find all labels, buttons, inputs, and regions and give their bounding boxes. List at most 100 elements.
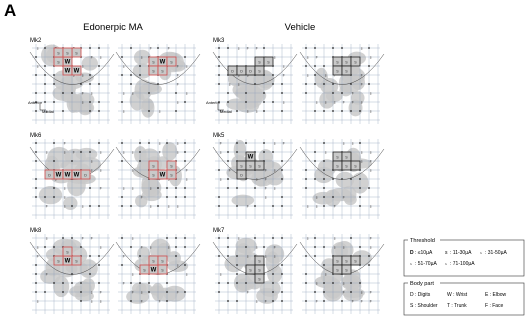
map-cell-label: S — [336, 60, 339, 64]
svg-text:s: s — [445, 250, 448, 256]
svg-text:F: F — [123, 281, 126, 285]
svg-text:s: s — [283, 64, 285, 68]
legend-body-part-item: E : Elbow — [485, 292, 507, 298]
map-cell — [139, 264, 150, 275]
map-Mk3-post: s s Fs s s Fs F F Fs F Fs s s s S S S S S — [299, 44, 385, 124]
svg-text:F: F — [370, 299, 373, 303]
map-Mk8-post: FFssFFsFssFssFsWSSSS — [115, 234, 201, 314]
svg-text:F: F — [265, 299, 268, 303]
svg-text:s: s — [274, 141, 276, 145]
svg-text:F: F — [46, 272, 49, 276]
map-cell-label: W — [65, 59, 71, 65]
map-cell — [71, 255, 82, 266]
map-cell — [148, 169, 159, 180]
map-cell-label: S — [354, 164, 357, 168]
svg-text:F: F — [141, 245, 144, 249]
svg-text:F: F — [361, 73, 364, 77]
svg-text:s: s — [256, 245, 258, 249]
svg-text:s: s — [334, 245, 336, 249]
map-Mk7-pre: ssssFssssFFsSSSS — [212, 234, 298, 314]
svg-text:s: s — [100, 245, 102, 249]
svg-text:F: F — [141, 195, 144, 199]
svg-text:s: s — [370, 245, 372, 249]
svg-text:s: s — [238, 73, 240, 77]
svg-text:s: s — [361, 290, 363, 294]
map-cell-label: W — [65, 258, 71, 264]
svg-text:F: F — [370, 159, 373, 163]
svg-text:s: s — [334, 236, 336, 240]
map-cell-label: S — [161, 69, 164, 73]
map-cell — [350, 255, 361, 266]
map-cell-label: D — [84, 173, 87, 177]
legend-threshold-item: ₛ: 31-50µA — [480, 250, 507, 256]
svg-text:s: s — [159, 141, 161, 145]
svg-text:s: s — [150, 204, 152, 208]
svg-text:F: F — [64, 141, 67, 145]
svg-text:F: F — [274, 245, 277, 249]
svg-text:s: s — [100, 150, 102, 154]
map-cell-label: S — [345, 259, 348, 263]
svg-text:s: s — [141, 290, 143, 294]
svg-text:F: F — [100, 186, 103, 190]
svg-text:s: s — [370, 204, 372, 208]
svg-text:s: s — [186, 64, 188, 68]
svg-text:s: s — [123, 91, 125, 95]
svg-text:s: s — [37, 245, 39, 249]
map-Mk3-pre: FsssssFssFssssFsDDDSSS — [212, 44, 298, 124]
map-cell-label: S — [258, 277, 261, 281]
map-cell-label: S — [336, 268, 339, 272]
svg-text:s: s — [159, 109, 161, 113]
svg-text:s: s — [123, 64, 125, 68]
map-cell-label: S — [152, 69, 155, 73]
map-cell-label: S — [258, 69, 261, 73]
svg-text:s: s — [361, 46, 363, 50]
map-Mk5-pre: FssFssFsFFFssssFWSSSD — [212, 139, 298, 219]
svg-text:F: F — [334, 204, 337, 208]
map-cell-label: S — [170, 164, 173, 168]
monkey-label: Mk2 — [30, 38, 42, 44]
legend-body-part-item: S : Shoulder — [410, 303, 438, 309]
svg-text:F: F — [177, 290, 180, 294]
svg-text:s: s — [46, 109, 48, 113]
svg-text:F: F — [265, 177, 268, 181]
svg-text:s: s — [316, 100, 318, 104]
svg-text:s: s — [46, 236, 48, 240]
svg-text:: 71-100µA: : 71-100µA — [450, 261, 475, 267]
medial-label-vehicle: Medial — [220, 109, 232, 114]
svg-text:s: s — [123, 186, 125, 190]
legend-body-part-item: F : Face — [485, 303, 504, 309]
svg-text:ₛ: ₛ — [410, 261, 412, 267]
legend-threshold-title: Threshold — [410, 238, 435, 244]
svg-text:F: F — [177, 64, 180, 68]
svg-text:s: s — [238, 46, 240, 50]
svg-text:s: s — [132, 91, 134, 95]
svg-text:F: F — [132, 290, 135, 294]
map-cell-label: W — [74, 172, 80, 178]
map-cell-label: S — [336, 164, 339, 168]
map-cell — [254, 65, 265, 76]
svg-text:s: s — [132, 168, 134, 172]
svg-text:F: F — [159, 299, 162, 303]
map-cell — [157, 65, 168, 76]
svg-text:s: s — [220, 272, 222, 276]
map-cell-label: S — [354, 259, 357, 263]
svg-text:s: s — [177, 150, 179, 154]
svg-text:s: s — [168, 204, 170, 208]
svg-text:s: s — [370, 150, 372, 154]
svg-text:s: s — [91, 290, 93, 294]
svg-text:s: s — [150, 245, 152, 249]
map-cell-label: S — [152, 173, 155, 177]
svg-text:s: s — [82, 73, 84, 77]
group-title-vehicle: Vehicle — [285, 22, 316, 33]
svg-text:F: F — [123, 254, 126, 258]
svg-text:s: s — [177, 263, 179, 267]
svg-text:F: F — [247, 290, 250, 294]
svg-text:s: s — [247, 254, 249, 258]
svg-text:s: s — [238, 82, 240, 86]
monkey-label: Mk5 — [213, 133, 225, 139]
map-cell-label: S — [336, 155, 339, 159]
svg-text:D: D — [410, 250, 414, 256]
map-cell-label: S — [170, 173, 173, 177]
svg-text:F: F — [316, 299, 319, 303]
map-cell-label: S — [354, 60, 357, 64]
